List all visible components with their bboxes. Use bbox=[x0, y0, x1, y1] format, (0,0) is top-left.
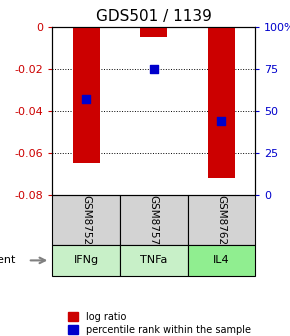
FancyBboxPatch shape bbox=[188, 245, 255, 276]
FancyBboxPatch shape bbox=[120, 195, 188, 245]
Text: GSM8752: GSM8752 bbox=[81, 195, 91, 245]
Legend: log ratio, percentile rank within the sample: log ratio, percentile rank within the sa… bbox=[65, 309, 254, 336]
Bar bbox=[72, 27, 99, 163]
Text: IL4: IL4 bbox=[213, 255, 230, 265]
Point bbox=[84, 96, 88, 102]
FancyBboxPatch shape bbox=[52, 195, 120, 245]
Bar bbox=[208, 27, 235, 178]
Text: TNFa: TNFa bbox=[140, 255, 167, 265]
Text: IFNg: IFNg bbox=[73, 255, 99, 265]
FancyBboxPatch shape bbox=[52, 245, 120, 276]
Bar bbox=[140, 27, 167, 37]
Text: GSM8762: GSM8762 bbox=[216, 195, 226, 245]
FancyBboxPatch shape bbox=[188, 195, 255, 245]
Point bbox=[219, 118, 224, 124]
FancyBboxPatch shape bbox=[120, 245, 188, 276]
Text: GSM8757: GSM8757 bbox=[149, 195, 159, 245]
Text: agent: agent bbox=[0, 255, 16, 265]
Title: GDS501 / 1139: GDS501 / 1139 bbox=[96, 9, 212, 24]
Point bbox=[151, 66, 156, 72]
